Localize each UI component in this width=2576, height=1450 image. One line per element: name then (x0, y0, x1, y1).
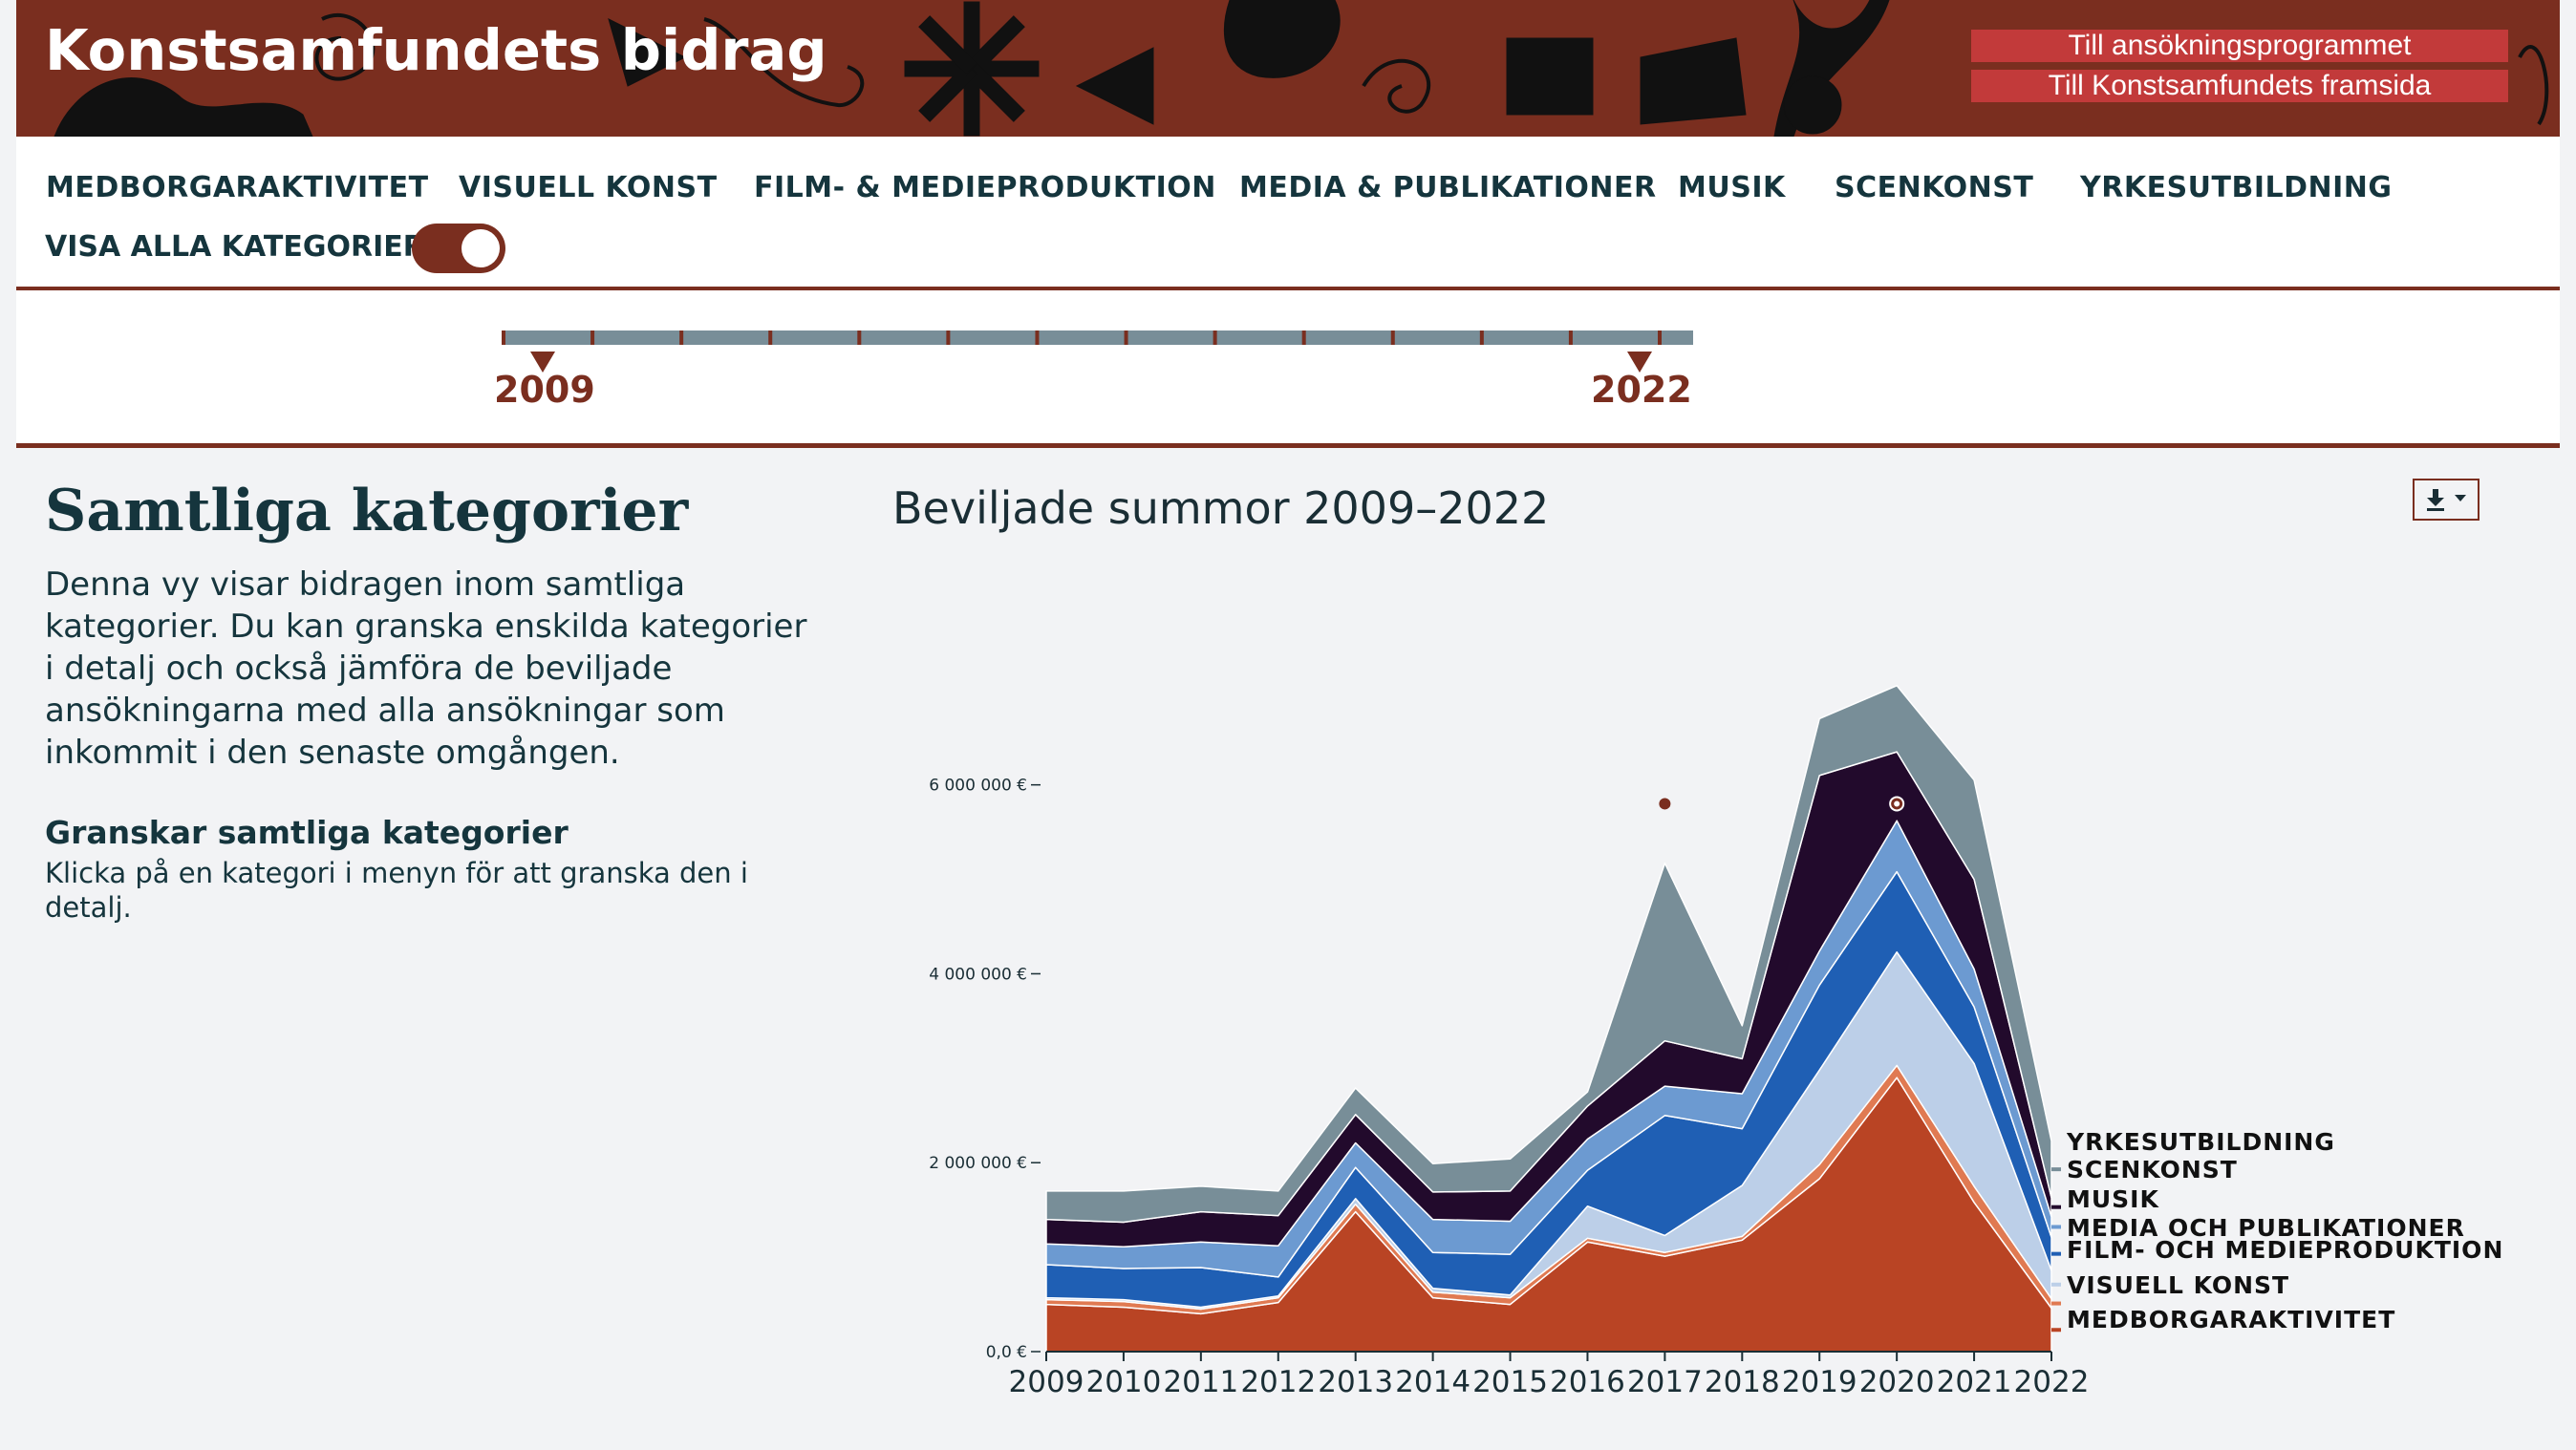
x-tick-label: 2016 (1550, 1365, 1625, 1399)
application-program-link[interactable]: Till ansökningsprogrammet (1971, 30, 2508, 62)
x-tick-label: 2022 (2014, 1365, 2090, 1399)
panel-description: Denna vy visar bidragen inom samtliga ka… (45, 565, 807, 772)
x-tick-label: 2019 (1782, 1365, 1857, 1399)
x-tick-label: 2012 (1240, 1365, 1316, 1399)
nav-item-visuell-konst[interactable]: VISUELL KONST (459, 171, 718, 204)
slider-tick (1568, 331, 1573, 345)
y-tick-label: 4 000 000 € (929, 965, 1027, 984)
nav-item-media-publikationer[interactable]: MEDIA & PUBLIKATIONER (1239, 171, 1657, 204)
category-nav: MEDBORGARAKTIVITET VISUELL KONST FILM- &… (16, 137, 2560, 291)
year-range-track[interactable] (16, 290, 2560, 443)
show-all-toggle[interactable] (412, 224, 505, 273)
slider-tick (502, 331, 505, 345)
legend-label: VISUELL KONST (2067, 1271, 2289, 1299)
download-button[interactable] (2413, 479, 2479, 521)
panel-hint: Klicka på en kategori i menyn för att gr… (45, 857, 748, 924)
x-tick-label: 2018 (1705, 1365, 1780, 1399)
x-tick-label: 2013 (1318, 1365, 1393, 1399)
x-tick-label: 2015 (1472, 1365, 1548, 1399)
homepage-link[interactable]: Till Konstsamfundets framsida (1971, 70, 2508, 102)
decor-curls (314, 12, 2549, 126)
slider-tick (590, 331, 595, 345)
y-tick-label: 6 000 000 € (929, 777, 1027, 796)
legend-label: FILM- OCH MEDIEPRODUKTION (2067, 1236, 2503, 1264)
decor-shape (608, 18, 687, 87)
legend-label: SCENKONST (2067, 1156, 2238, 1183)
slider-tick (1035, 331, 1040, 345)
header-decoration (54, 0, 2549, 137)
end-handle-icon[interactable] (1627, 352, 1652, 373)
x-tick-label: 2021 (1937, 1365, 2012, 1399)
show-all-label: VISA ALLA KATEGORIER: (45, 230, 437, 264)
decor-shape (1506, 37, 1594, 116)
slider-tick (857, 331, 862, 345)
slider-tick (1479, 331, 1484, 345)
legend-label: MEDBORGARAKTIVITET (2067, 1306, 2395, 1333)
area-yrkesutbildning[interactable] (1045, 685, 2052, 1224)
panel-title: Samtliga kategorier (45, 478, 689, 544)
x-tick-label: 2011 (1163, 1365, 1238, 1399)
decor-asterisk (904, 1, 1040, 137)
nav-item-yrkesutbildning[interactable]: YRKESUTBILDNING (2080, 171, 2393, 204)
slider-tick (1213, 331, 1217, 345)
y-tick-label: 2 000 000 € (929, 1154, 1027, 1173)
x-tick-label: 2017 (1627, 1365, 1703, 1399)
slider-tick (1124, 331, 1128, 345)
nav-item-medborgaraktivitet[interactable]: MEDBORGARAKTIVITET (46, 171, 429, 204)
nav-item-scenkonst[interactable]: SCENKONST (1835, 171, 2034, 204)
y-tick-label: 0,0 € (986, 1343, 1027, 1362)
panel-subtitle: Granskar samtliga kategorier (45, 814, 569, 851)
decor-shape (1075, 47, 1154, 125)
x-tick-label: 2010 (1085, 1365, 1161, 1399)
slider-tick (1658, 331, 1662, 345)
slider-tick (946, 331, 951, 345)
download-icon (2427, 489, 2466, 511)
x-tick-label: 2009 (1009, 1365, 1084, 1399)
x-tick-label: 2020 (1859, 1365, 1935, 1399)
slider-track[interactable] (504, 331, 1693, 345)
slider-tick (768, 331, 773, 345)
chart-title: Beviljade summor 2009–2022 (892, 482, 1550, 534)
nav-item-film-medieproduktion[interactable]: FILM- & MEDIEPRODUKTION (754, 171, 1216, 204)
site-title: Konstsamfundets bidrag (45, 17, 827, 83)
legend-label: MUSIK (2067, 1185, 2159, 1213)
year-range-slider: 2009 2022 (16, 290, 2560, 448)
marker-dot (1659, 798, 1671, 810)
decor-shape (1640, 37, 1747, 125)
slider-tick (1390, 331, 1395, 345)
decor-shape (54, 77, 313, 137)
nav-item-musik[interactable]: MUSIK (1678, 171, 1786, 204)
caret-down-icon (2455, 495, 2466, 501)
legend-label: YRKESUTBILDNING (2066, 1128, 2335, 1156)
x-tick-label: 2014 (1395, 1365, 1470, 1399)
toggle-knob (462, 229, 500, 267)
start-handle-icon[interactable] (530, 352, 555, 373)
decor-shape (1224, 0, 1341, 78)
slider-start-year: 2009 (494, 369, 595, 411)
decor-shape (1783, 75, 1842, 135)
site-header: Konstsamfundets bidrag Till ansökningspr… (16, 0, 2560, 137)
slider-end-year: 2022 (1591, 369, 1692, 411)
slider-tick (679, 331, 684, 345)
slider-tick (1301, 331, 1306, 345)
legend-label: MEDIA OCH PUBLIKATIONER (2067, 1214, 2465, 1242)
